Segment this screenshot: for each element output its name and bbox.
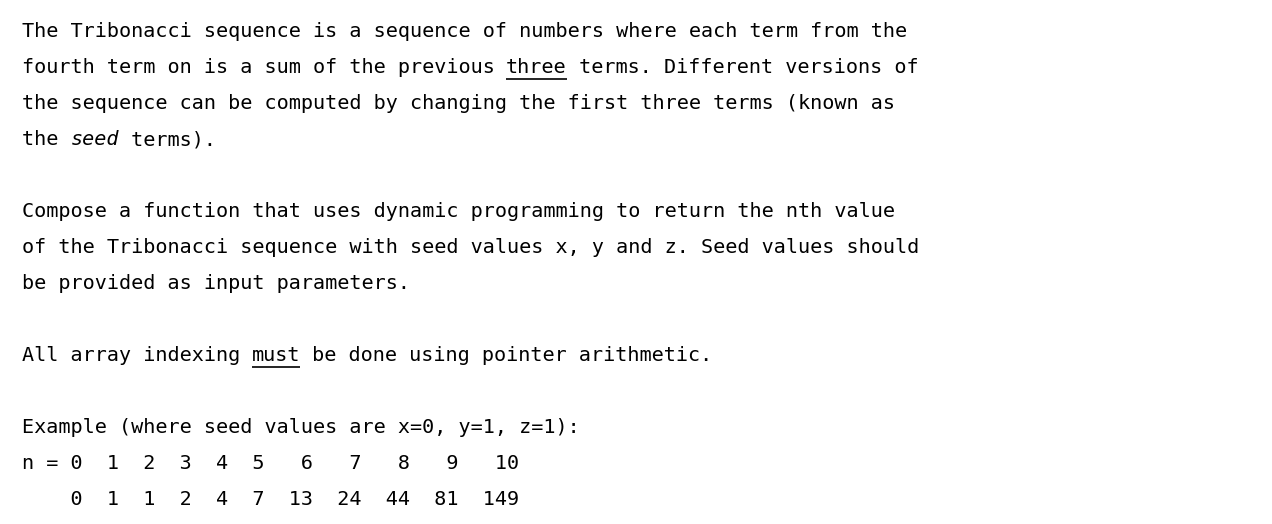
Text: Compose a function that uses dynamic programming to return the nth value: Compose a function that uses dynamic pro…: [22, 202, 895, 221]
Text: terms).: terms).: [118, 130, 216, 149]
Text: three: three: [506, 58, 567, 77]
Text: fourth term on is a sum of the previous: fourth term on is a sum of the previous: [22, 58, 508, 77]
Text: the sequence can be computed by changing the first three terms (known as: the sequence can be computed by changing…: [22, 94, 895, 113]
Text: the: the: [22, 130, 70, 149]
Text: All array indexing: All array indexing: [22, 346, 252, 365]
Text: n = 0  1  2  3  4  5   6   7   8   9   10: n = 0 1 2 3 4 5 6 7 8 9 10: [22, 454, 519, 473]
Text: of the Tribonacci sequence with seed values x, y and z. Seed values should: of the Tribonacci sequence with seed val…: [22, 238, 920, 257]
Text: 0  1  1  2  4  7  13  24  44  81  149: 0 1 1 2 4 7 13 24 44 81 149: [22, 490, 519, 509]
Text: be done using pointer arithmetic.: be done using pointer arithmetic.: [300, 346, 712, 365]
Text: The Tribonacci sequence is a sequence of numbers where each term from the: The Tribonacci sequence is a sequence of…: [22, 22, 907, 41]
Text: be provided as input parameters.: be provided as input parameters.: [22, 274, 410, 293]
Text: terms. Different versions of: terms. Different versions of: [566, 58, 918, 77]
Text: must: must: [252, 346, 300, 365]
Text: Example (where seed values are x=0, y=1, z=1):: Example (where seed values are x=0, y=1,…: [22, 418, 580, 437]
Text: seed: seed: [70, 130, 118, 149]
